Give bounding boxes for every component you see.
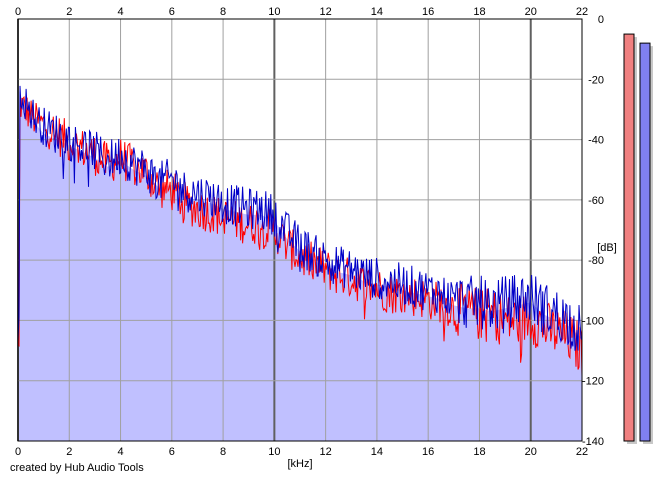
x-tick-label-bottom: 0 [15, 446, 21, 458]
y-tick-label: -120 [582, 376, 604, 388]
x-tick-label-bottom: 14 [371, 446, 383, 458]
x-tick-label-bottom: 6 [169, 446, 175, 458]
x-tick-label-top: 10 [268, 6, 280, 18]
x-tick-label-top: 0 [15, 6, 21, 18]
x-tick-label-top: 20 [525, 6, 537, 18]
x-tick-label-bottom: 12 [320, 446, 332, 458]
y-tick-label: -140 [582, 436, 604, 448]
x-tick-label-top: 22 [576, 6, 588, 18]
x-tick-label-top: 4 [117, 6, 123, 18]
x-tick-label-bottom: 20 [525, 446, 537, 458]
x-tick-label-top: 2 [66, 6, 72, 18]
x-axis-label: [kHz] [287, 458, 312, 470]
x-tick-label-top: 18 [473, 6, 485, 18]
x-tick-label-bottom: 22 [576, 446, 588, 458]
level-meter-right [639, 42, 651, 442]
series-blue-line [17, 85, 583, 351]
x-tick-label-top: 12 [320, 6, 332, 18]
x-tick-label-bottom: 16 [422, 446, 434, 458]
y-tick-label: 0 [598, 14, 604, 26]
x-tick-label-bottom: 2 [66, 446, 72, 458]
y-tick-label: -60 [588, 195, 604, 207]
y-tick-label: -80 [588, 255, 604, 267]
x-tick-label-top: 8 [220, 6, 226, 18]
credit-text: created by Hub Audio Tools [10, 462, 144, 474]
y-axis-label: [dB] [597, 242, 617, 254]
x-tick-label-bottom: 4 [117, 446, 123, 458]
x-tick-label-top: 14 [371, 6, 383, 18]
level-meter-left [623, 33, 635, 442]
y-tick-label: -100 [582, 315, 604, 327]
plot-frame [17, 18, 583, 442]
x-tick-label-top: 16 [422, 6, 434, 18]
x-tick-label-bottom: 10 [268, 446, 280, 458]
y-tick-label: -40 [588, 135, 604, 147]
x-tick-label-bottom: 18 [473, 446, 485, 458]
x-tick-label-bottom: 8 [220, 446, 226, 458]
x-tick-label-top: 6 [169, 6, 175, 18]
y-tick-label: -20 [588, 74, 604, 86]
